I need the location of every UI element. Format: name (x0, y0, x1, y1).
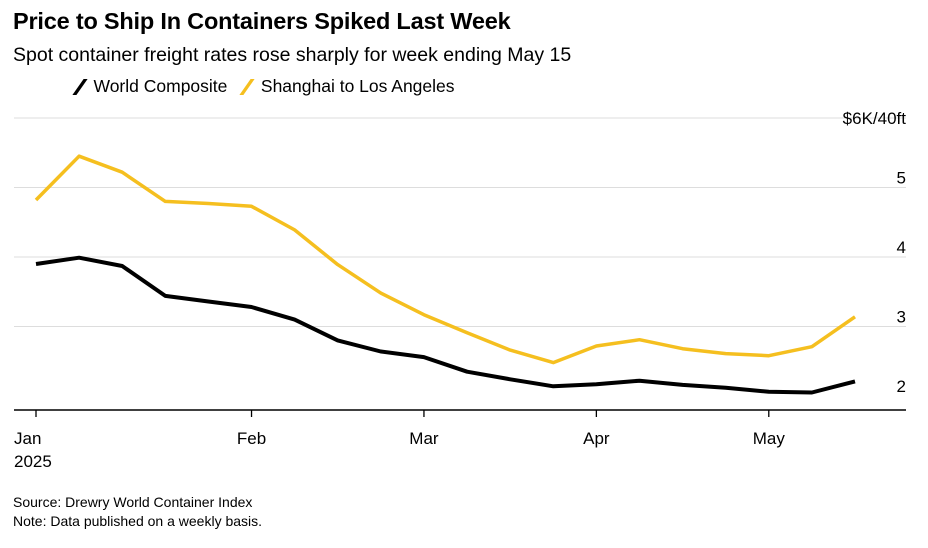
y-tick-label-3: 3 (897, 308, 906, 327)
chart-subtitle: Spot container freight rates rose sharpl… (13, 44, 572, 66)
x-tick-label-0-line2: 2025 (14, 452, 52, 471)
chart-title: Price to Ship In Containers Spiked Last … (13, 8, 511, 34)
y-tick-label-4: 4 (897, 238, 906, 257)
legend-item-shanghai-la: Shanghai to Los Angeles (239, 76, 455, 97)
y-tick-label-2: 2 (897, 377, 906, 396)
x-tick-label-3: Apr (583, 429, 610, 448)
x-tick-label-2: Mar (409, 429, 439, 448)
x-tick-label-1: Feb (237, 429, 266, 448)
y-tick-label-5: 5 (897, 169, 906, 188)
x-tick-label-4: May (753, 429, 786, 448)
series-line-shanghai-la (34, 154, 856, 365)
legend-item-world-composite: World Composite (72, 76, 228, 97)
source-note: Source: Drewry World Container Index (13, 494, 253, 510)
legend-label-shanghai-la: Shanghai to Los Angeles (260, 76, 455, 96)
series-line-world-composite (35, 255, 856, 395)
y-axis-unit-label: $6K/40ft (843, 109, 907, 128)
data-note: Note: Data published on a weekly basis. (13, 513, 263, 529)
chart-legend: World Composite Shanghai to Los Angeles (72, 76, 469, 97)
legend-label-world-composite: World Composite (93, 76, 228, 96)
x-tick-label-0: Jan (14, 429, 41, 448)
